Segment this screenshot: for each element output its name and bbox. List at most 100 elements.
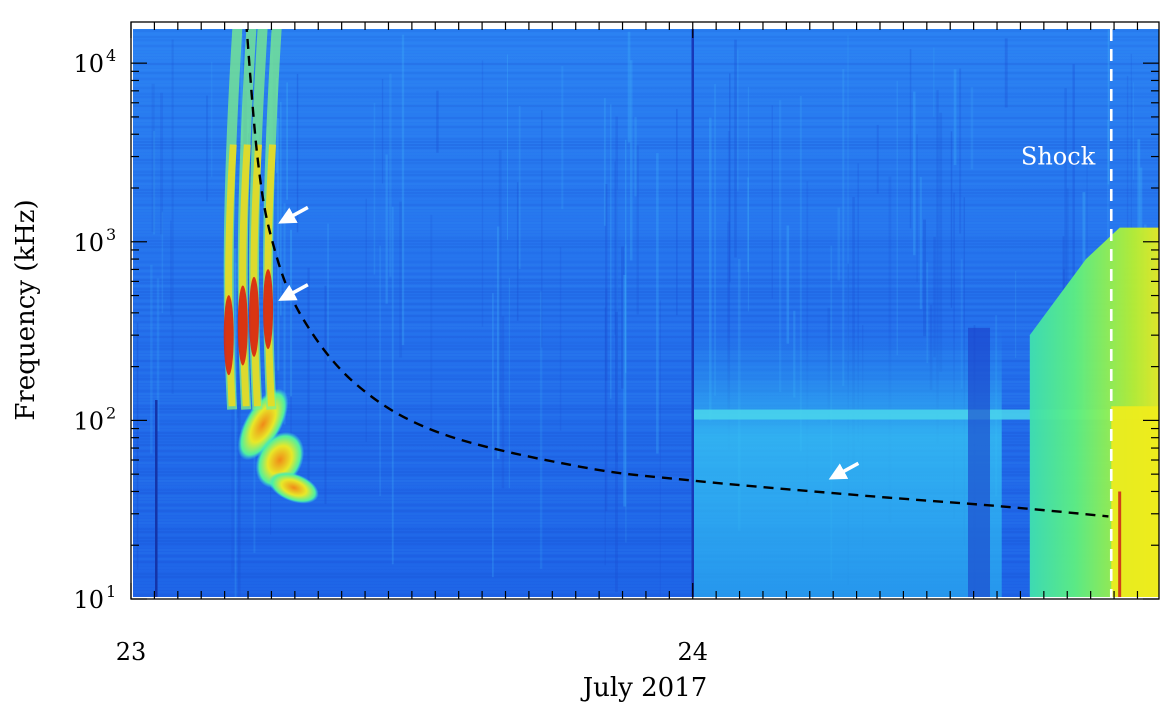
band-stripe xyxy=(133,471,1159,473)
time-streak xyxy=(615,116,618,462)
time-streak xyxy=(625,244,627,543)
band-stripe xyxy=(133,111,1159,113)
time-streak xyxy=(436,90,439,153)
time-streak xyxy=(379,245,382,496)
band-stripe xyxy=(133,87,1159,89)
y-tick-label: 10 xyxy=(73,229,104,257)
band-stripe xyxy=(133,564,1159,566)
band-stripe xyxy=(133,519,1159,521)
band-stripe xyxy=(133,459,1159,461)
time-streak xyxy=(1072,64,1075,338)
time-streak xyxy=(391,206,394,565)
band-stripe xyxy=(133,432,1159,434)
band-stripe xyxy=(133,261,1159,263)
time-streak xyxy=(498,150,502,408)
band-stripe xyxy=(133,264,1159,266)
time-streak xyxy=(876,124,879,194)
band-stripe xyxy=(133,285,1159,287)
band-stripe xyxy=(133,54,1159,56)
band-stripe xyxy=(133,453,1159,455)
time-streak xyxy=(150,264,153,454)
time-streak xyxy=(609,104,612,399)
time-streak xyxy=(857,163,860,443)
time-streak xyxy=(171,39,174,394)
band-stripe xyxy=(133,90,1159,92)
time-streak xyxy=(234,262,237,597)
band-stripe xyxy=(133,348,1159,350)
band-stripe xyxy=(133,189,1159,191)
time-streak xyxy=(296,73,299,233)
dark-streak xyxy=(968,327,991,597)
time-streak xyxy=(1132,82,1134,180)
time-streak xyxy=(959,68,962,234)
band-stripe xyxy=(133,552,1159,554)
band-stripe xyxy=(133,369,1159,371)
time-streak xyxy=(561,66,564,210)
band-stripe xyxy=(133,429,1159,431)
band-stripe xyxy=(133,561,1159,563)
band-stripe xyxy=(133,258,1159,260)
band-stripe xyxy=(133,144,1159,146)
band-stripe xyxy=(133,414,1159,416)
band-stripe xyxy=(133,183,1159,185)
band-stripe xyxy=(133,363,1159,365)
band-stripe xyxy=(133,531,1159,533)
time-streak xyxy=(933,47,935,117)
time-streak xyxy=(399,201,403,358)
time-streak xyxy=(771,105,773,299)
time-streak xyxy=(240,33,243,146)
band-stripe xyxy=(133,72,1159,74)
band-stripe xyxy=(133,228,1159,230)
data-gap-lines xyxy=(155,29,694,597)
time-streak xyxy=(778,100,782,393)
type-III-hot-core xyxy=(263,269,274,350)
band-stripe xyxy=(133,501,1159,503)
band-stripe xyxy=(133,63,1159,65)
band-stripe xyxy=(133,168,1159,170)
band-stripe xyxy=(133,51,1159,53)
band-stripe xyxy=(133,81,1159,83)
time-streak xyxy=(634,117,637,197)
band-stripe xyxy=(133,381,1159,383)
time-streak xyxy=(1139,167,1143,234)
time-streak xyxy=(896,80,898,356)
shock-label: Shock xyxy=(1021,143,1096,171)
time-streak xyxy=(496,226,500,460)
band-stripe xyxy=(133,543,1159,545)
time-streak xyxy=(430,214,433,439)
time-streak xyxy=(656,153,659,454)
band-stripe xyxy=(133,174,1159,176)
band-stripe xyxy=(133,345,1159,347)
time-streak xyxy=(233,248,237,392)
band-stripe xyxy=(133,171,1159,173)
band-stripe xyxy=(133,441,1159,443)
band-stripe xyxy=(133,120,1159,122)
band-stripe xyxy=(133,486,1159,488)
annotation-arrow xyxy=(278,205,309,224)
time-streak xyxy=(737,49,739,192)
band-stripe xyxy=(133,585,1159,587)
band-stripe xyxy=(133,60,1159,62)
band-stripe xyxy=(133,48,1159,50)
band-stripe xyxy=(133,231,1159,233)
band-stripe xyxy=(133,366,1159,368)
band-stripe xyxy=(133,33,1159,35)
time-streak xyxy=(714,83,716,396)
band-stripe xyxy=(133,582,1159,584)
band-stripe xyxy=(133,321,1159,323)
time-streak xyxy=(280,101,282,316)
band-stripe xyxy=(133,75,1159,77)
band-stripe xyxy=(133,327,1159,329)
band-stripe xyxy=(133,339,1159,341)
annotation-arrow xyxy=(278,283,309,301)
time-streak xyxy=(939,112,943,372)
band-stripe xyxy=(133,165,1159,167)
time-streak xyxy=(401,34,405,346)
time-streak xyxy=(381,78,384,184)
band-stripe xyxy=(133,558,1159,560)
time-streak xyxy=(916,134,918,283)
band-stripe xyxy=(133,147,1159,149)
band-stripe xyxy=(133,69,1159,71)
band-stripe xyxy=(133,177,1159,179)
